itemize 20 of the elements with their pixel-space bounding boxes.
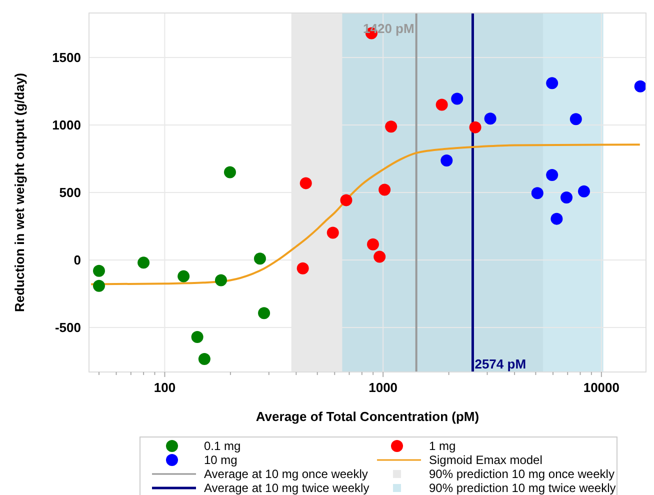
legend-label: Average at 10 mg twice weekly (204, 481, 370, 495)
x-tick-label: 10000 (583, 380, 620, 395)
legend-label: 90% prediction 10 mg twice weekly (429, 481, 616, 495)
legend-label: Sigmoid Emax model (429, 453, 542, 467)
legend-label: 0.1 mg (204, 439, 241, 453)
legend-label: Average at 10 mg once weekly (204, 467, 368, 481)
annotation: 2574 pM (474, 356, 526, 372)
y-tick-label: 1000 (52, 118, 81, 133)
y-tick-label: 500 (59, 185, 81, 200)
annotation: 1420 pM (363, 21, 414, 36)
x-axis-title: Average of Total Concentration (pM) (256, 409, 480, 424)
y-tick-label: -500 (54, 320, 81, 335)
y-tick-label: 1500 (52, 50, 81, 66)
legend-label: 10 mg (204, 453, 238, 467)
x-tick-label: 1000 (368, 380, 398, 395)
y-axis-title: Reduction in wet weight output (g/day) (12, 72, 27, 312)
x-tick-label: 100 (154, 380, 176, 395)
y-tick-label: 0 (74, 252, 81, 268)
legend-label: 90% prediction 10 mg once weekly (429, 467, 614, 481)
legend-label: 1 mg (429, 439, 456, 453)
